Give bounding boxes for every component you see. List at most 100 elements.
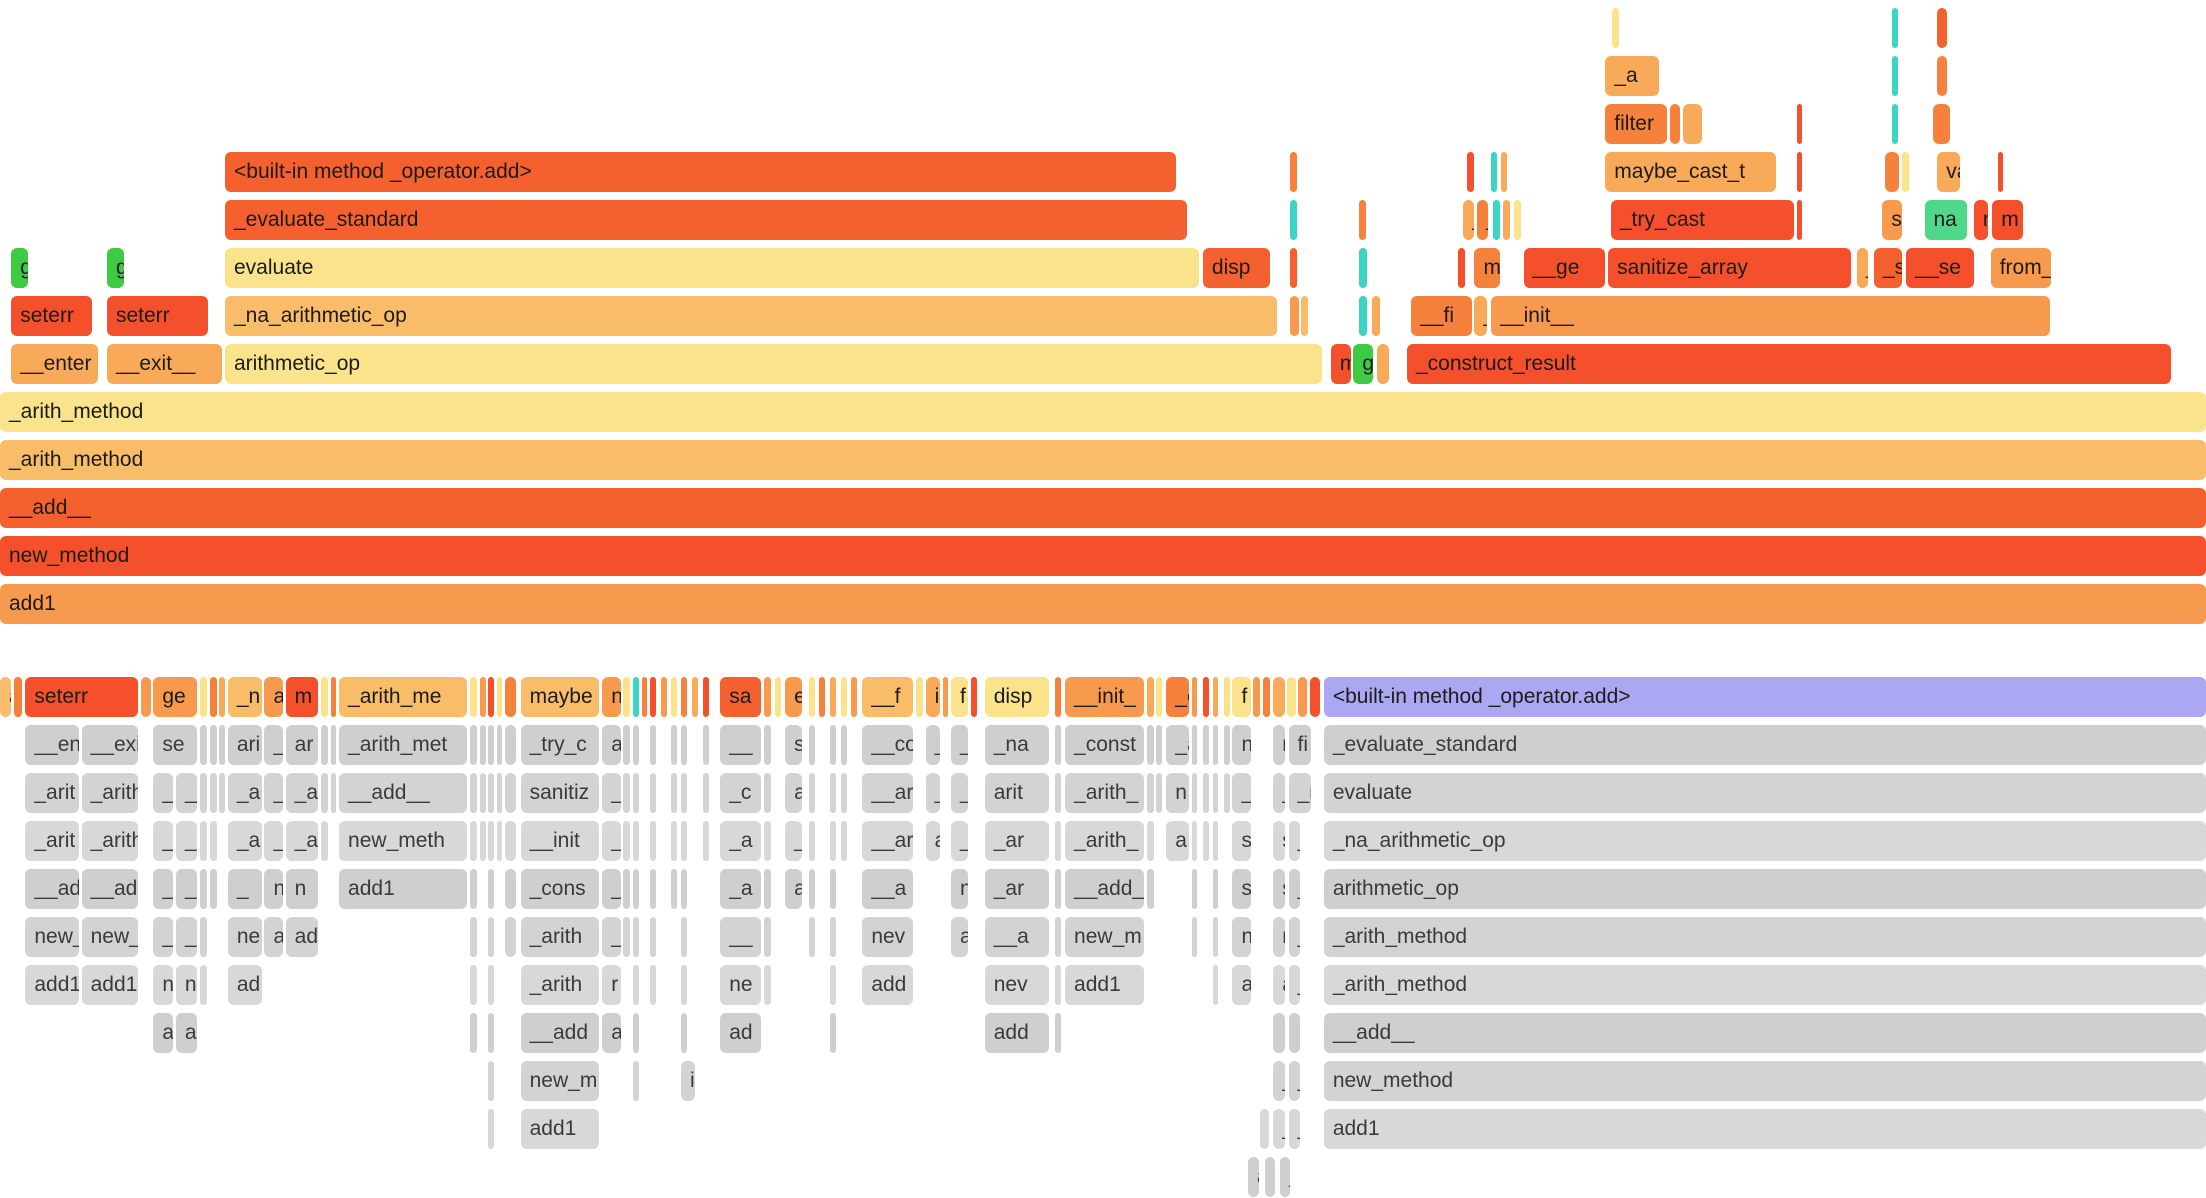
- flame-frame[interactable]: [692, 677, 698, 717]
- flame-frame[interactable]: [1359, 296, 1368, 336]
- flame-frame[interactable]: [1377, 344, 1389, 384]
- flame-frame[interactable]: g: [1353, 344, 1373, 384]
- caller-frame[interactable]: _m: [1288, 773, 1312, 813]
- flame-frame[interactable]: [505, 677, 517, 717]
- caller-frame[interactable]: nev: [984, 965, 1050, 1005]
- flame-frame[interactable]: [1796, 200, 1803, 240]
- caller-frame[interactable]: add1: [81, 965, 138, 1005]
- caller-frame[interactable]: [1191, 821, 1198, 861]
- flame-frame[interactable]: [1892, 56, 1899, 96]
- caller-frame[interactable]: [808, 869, 815, 909]
- caller-frame[interactable]: [830, 821, 836, 861]
- caller-frame[interactable]: [1191, 917, 1198, 957]
- caller-frame[interactable]: n: [1273, 725, 1285, 765]
- flame-frame[interactable]: [1933, 104, 1951, 144]
- caller-frame[interactable]: _ar: [984, 821, 1050, 861]
- flame-frame[interactable]: [661, 677, 667, 717]
- caller-frame[interactable]: [1055, 821, 1061, 861]
- caller-frame[interactable]: r: [602, 965, 621, 1005]
- flame-frame[interactable]: i: [925, 677, 940, 717]
- caller-frame[interactable]: [633, 1061, 639, 1101]
- caller-frame[interactable]: add: [862, 965, 914, 1005]
- caller-frame[interactable]: [830, 917, 836, 957]
- caller-frame[interactable]: [488, 725, 494, 765]
- flame-frame[interactable]: from_: [1990, 248, 2052, 288]
- caller-frame[interactable]: [479, 725, 486, 765]
- flame-frame[interactable]: [488, 677, 494, 717]
- flame-frame[interactable]: [1156, 677, 1163, 717]
- caller-frame[interactable]: [209, 725, 217, 765]
- caller-frame[interactable]: a: [602, 1013, 621, 1053]
- caller-frame[interactable]: [469, 821, 477, 861]
- flame-frame[interactable]: disp: [984, 677, 1050, 717]
- caller-frame[interactable]: a: [951, 917, 968, 957]
- caller-frame[interactable]: [1212, 821, 1219, 861]
- flame-frame[interactable]: new_method: [0, 536, 2206, 576]
- caller-frame[interactable]: ar: [285, 725, 319, 765]
- flame-frame[interactable]: _arith_method: [0, 392, 2206, 432]
- flame-frame[interactable]: <built-in method _operator.add>: [225, 152, 1176, 192]
- caller-frame[interactable]: _: [925, 725, 940, 765]
- caller-frame[interactable]: [1223, 773, 1230, 813]
- flame-frame[interactable]: m: [1330, 344, 1351, 384]
- caller-frame[interactable]: n: [175, 965, 197, 1005]
- caller-frame[interactable]: [830, 725, 836, 765]
- caller-frame[interactable]: _arith_: [1065, 773, 1144, 813]
- caller-frame[interactable]: [841, 725, 848, 765]
- caller-frame[interactable]: [680, 725, 687, 765]
- caller-frame[interactable]: [320, 821, 328, 861]
- flame-frame[interactable]: [209, 677, 217, 717]
- flame-frame[interactable]: f: [951, 677, 968, 717]
- caller-frame[interactable]: _a: [285, 773, 319, 813]
- caller-frame[interactable]: [1202, 773, 1209, 813]
- caller-frame[interactable]: s: [1232, 869, 1251, 909]
- flame-frame[interactable]: ge: [153, 677, 197, 717]
- caller-frame[interactable]: ad: [227, 965, 262, 1005]
- flame-frame[interactable]: [970, 677, 977, 717]
- caller-frame[interactable]: [488, 773, 494, 813]
- flame-frame[interactable]: _arith_me: [339, 677, 467, 717]
- flame-frame[interactable]: [633, 677, 639, 717]
- flame-frame[interactable]: [1796, 104, 1803, 144]
- caller-frame[interactable]: [830, 773, 836, 813]
- flame-frame[interactable]: [1298, 677, 1307, 717]
- flame-frame[interactable]: [330, 677, 337, 717]
- caller-frame[interactable]: a: [264, 917, 283, 957]
- flame-frame[interactable]: seterr: [106, 296, 209, 336]
- caller-frame[interactable]: arit: [984, 773, 1050, 813]
- caller-frame[interactable]: n: [1232, 917, 1251, 957]
- flame-frame[interactable]: _: [1463, 200, 1475, 240]
- caller-frame[interactable]: [633, 821, 639, 861]
- caller-frame[interactable]: [633, 917, 639, 957]
- caller-frame[interactable]: _arith_method: [1323, 917, 2206, 957]
- flame-frame[interactable]: [703, 677, 710, 717]
- caller-frame[interactable]: [649, 725, 656, 765]
- caller-frame[interactable]: __: [720, 725, 762, 765]
- caller-frame[interactable]: _: [1288, 821, 1300, 861]
- flame-frame[interactable]: sanitize_array: [1608, 248, 1852, 288]
- caller-frame[interactable]: [469, 965, 477, 1005]
- caller-frame[interactable]: [469, 1013, 477, 1053]
- caller-frame[interactable]: _: [153, 917, 173, 957]
- caller-frame[interactable]: se: [153, 725, 197, 765]
- caller-frame[interactable]: _: [1273, 1109, 1285, 1149]
- caller-frame[interactable]: _: [175, 917, 197, 957]
- caller-frame[interactable]: [649, 821, 656, 861]
- caller-frame[interactable]: [1202, 725, 1209, 765]
- caller-frame[interactable]: [320, 725, 328, 765]
- caller-frame[interactable]: [209, 773, 217, 813]
- flame-frame[interactable]: _: [1477, 200, 1489, 240]
- flame-frame[interactable]: [1796, 152, 1803, 192]
- caller-frame[interactable]: _: [951, 773, 968, 813]
- caller-frame[interactable]: [1146, 773, 1154, 813]
- caller-frame[interactable]: [469, 773, 477, 813]
- caller-frame[interactable]: [505, 725, 517, 765]
- caller-frame[interactable]: _: [264, 725, 283, 765]
- flame-frame[interactable]: __enter: [11, 344, 99, 384]
- caller-frame[interactable]: [703, 821, 710, 861]
- caller-frame[interactable]: nev: [862, 917, 914, 957]
- flame-frame[interactable]: add1: [0, 584, 2206, 624]
- flame-frame[interactable]: [942, 677, 949, 717]
- caller-frame[interactable]: [469, 869, 477, 909]
- caller-frame[interactable]: __a: [984, 917, 1050, 957]
